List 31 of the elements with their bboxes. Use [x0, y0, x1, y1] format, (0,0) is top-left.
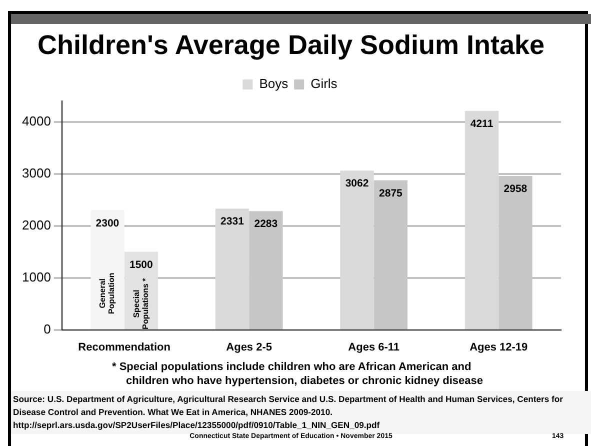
bar	[90, 210, 124, 330]
data-label: 2300	[96, 217, 120, 230]
bar	[374, 180, 408, 330]
y-tick-label: 3000	[22, 165, 51, 180]
chart-title: Children's Average Daily Sodium Intake	[36, 30, 546, 61]
data-label: 1500	[129, 258, 153, 271]
data-label: 2283	[254, 218, 278, 230]
x-tick-label: Ages 2-5	[226, 341, 272, 354]
data-label: 3062	[345, 178, 369, 190]
y-tick-label: 4000	[22, 113, 51, 128]
legend-label: Boys	[259, 76, 289, 92]
data-label: 4211	[470, 118, 494, 130]
x-tick-label: Recommendation	[78, 341, 171, 354]
text: * Special populations include children who are African American and children who have hypertension, diabetes or chronic kidney disease	[112, 360, 484, 388]
data-label: 2875	[379, 187, 403, 200]
legend-label: Girls	[310, 76, 338, 92]
y-tick-label: 2000	[22, 217, 51, 232]
source-note: Source: U.S. Department of Agriculture, Agricultural Research Service and U.S. Department of Health and Human Services, Centers for Disease Control and Prevention. What We Eat in America, NHANES 2009-2010. http://seprl.ars.usda.gov/SP2UserFiles/Place/12355000/pdf/0910/Table_1_NIN_GEN_09.pdf	[11, 391, 591, 434]
bar	[215, 208, 250, 330]
bar	[464, 110, 499, 330]
y-tick-label: 0	[44, 321, 51, 336]
y-tick-label: 1000	[22, 269, 51, 284]
annotation: Special Populations *	[132, 277, 150, 330]
x-tick-label: Ages 12-19	[470, 341, 528, 354]
data-label: 2958	[504, 183, 528, 196]
annotation: General Population	[98, 272, 116, 314]
x-tick-label: Ages 6-11	[348, 341, 400, 354]
data-label: 2331	[220, 216, 244, 228]
bar	[498, 176, 532, 330]
bar	[249, 211, 283, 330]
bar	[340, 170, 374, 330]
